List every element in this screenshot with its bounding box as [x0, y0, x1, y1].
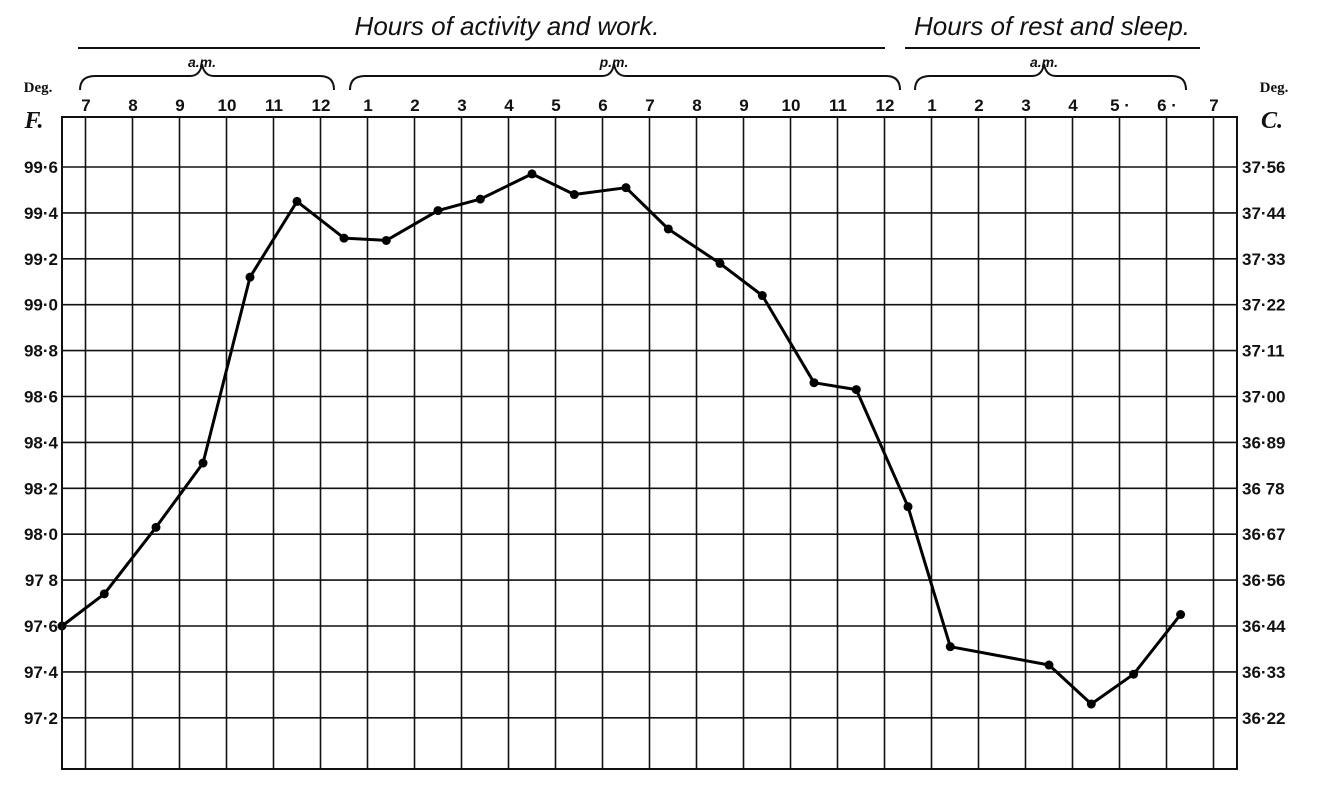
- data-point: [569, 190, 579, 200]
- y-tick-c: 37·44: [1242, 204, 1286, 223]
- y-tick-f: 97·6: [24, 617, 58, 636]
- data-point: [621, 183, 631, 193]
- brace-am-morning: [79, 63, 335, 91]
- y-tick-f: 98·2: [24, 479, 58, 498]
- series-line: [61, 172, 1182, 706]
- y-tick-f: 98·6: [24, 388, 58, 407]
- y-tick-f: 97·4: [24, 663, 59, 682]
- data-point: [757, 291, 767, 301]
- y-tick-f: 99·4: [24, 204, 59, 223]
- data-point: [1129, 669, 1139, 679]
- hour-label: 7: [81, 96, 90, 115]
- y-tick-f: 98·4: [24, 433, 59, 452]
- hour-label: 1: [927, 96, 936, 115]
- y-tick-c: 37·00: [1242, 388, 1285, 407]
- y-tick-c: 36·67: [1242, 525, 1285, 544]
- data-point: [292, 196, 302, 206]
- hour-label: 7: [645, 96, 654, 115]
- header-rest: Hours of rest and sleep.: [914, 11, 1190, 41]
- y-tick-c: 37·11: [1242, 342, 1285, 361]
- period-pm: p.m.: [599, 54, 629, 70]
- data-point: [1176, 610, 1186, 620]
- y-tick-f: 97 8: [25, 571, 58, 590]
- series: [57, 169, 1186, 709]
- hour-label: 2: [410, 96, 419, 115]
- hour-label: 5: [551, 96, 560, 115]
- y-tick-c: 37·22: [1242, 296, 1285, 315]
- y-tick-c: 36·33: [1242, 663, 1285, 682]
- hour-label: 4: [1068, 96, 1078, 115]
- hour-label: 3: [1021, 96, 1030, 115]
- hour-label: 6: [598, 96, 607, 115]
- right-deg-label: Deg.: [1260, 80, 1289, 96]
- brace-am-night: [914, 63, 1187, 91]
- hour-label: 1: [363, 96, 372, 115]
- data-point: [715, 258, 725, 268]
- hour-label: 8: [692, 96, 701, 115]
- data-point: [433, 206, 443, 216]
- hour-label: 2: [974, 96, 983, 115]
- data-point: [903, 502, 913, 512]
- right-unit-label: C.: [1261, 108, 1283, 134]
- hour-label: 7: [1209, 96, 1218, 115]
- hour-label: 8: [128, 96, 137, 115]
- hour-label: 9: [739, 96, 748, 115]
- y-ticks-celsius: 37·56 37·44 37·33 37·22 37·11 37·00 36·89 36 78…: [1242, 158, 1286, 728]
- hour-label: 9: [175, 96, 184, 115]
- y-tick-c: 36·56: [1242, 571, 1285, 590]
- hour-label: 12: [876, 96, 895, 115]
- hour-label: 6 ·: [1157, 96, 1177, 115]
- data-point: [1044, 660, 1054, 670]
- hour-label: 10: [782, 96, 801, 115]
- brace-pm: [349, 63, 901, 91]
- y-tick-f: 97·2: [24, 709, 58, 728]
- y-tick-f: 98·8: [24, 342, 58, 361]
- header-activity: Hours of activity and work.: [355, 11, 660, 41]
- data-point: [245, 272, 255, 282]
- data-point: [527, 169, 537, 179]
- data-point: [381, 235, 391, 245]
- y-tick-c: 37·33: [1242, 250, 1285, 269]
- hour-label: 11: [829, 96, 847, 115]
- data-point: [475, 194, 485, 204]
- y-tick-f: 99·6: [24, 158, 58, 177]
- data-point: [99, 589, 109, 599]
- period-am-night: a.m.: [1030, 54, 1058, 70]
- y-tick-c: 37·56: [1242, 158, 1285, 177]
- data-point: [851, 385, 861, 395]
- data-point: [663, 224, 673, 234]
- hour-label: 10: [218, 96, 237, 115]
- hour-labels: 7 8 9 10 11 12 1 2 3 4 5 6 7 8 9 10 11 12 1 2 3 4 5 · 6 · 7: [81, 96, 1218, 115]
- hour-label: 11: [265, 96, 283, 115]
- y-tick-f: 99·2: [24, 250, 58, 269]
- period-am-morning: a.m.: [188, 54, 216, 70]
- hour-label: 5 ·: [1110, 96, 1130, 115]
- data-point: [198, 458, 208, 468]
- y-tick-c: 36·89: [1242, 433, 1285, 452]
- hour-label: 3: [457, 96, 466, 115]
- y-tick-f: 99·0: [24, 296, 58, 315]
- plot-frame: [61, 116, 1238, 770]
- y-tick-c: 36 78: [1242, 479, 1285, 498]
- hour-label: 4: [504, 96, 514, 115]
- data-point: [945, 642, 955, 652]
- data-point: [809, 378, 819, 388]
- data-point: [339, 233, 349, 243]
- grid: [62, 117, 1237, 769]
- y-ticks-fahrenheit: 99·6 99·4 99·2 99·0 98·8 98·6 98·4 98·2 98·0 97 8…: [24, 158, 59, 728]
- data-point: [1086, 699, 1096, 709]
- left-unit-label: F.: [24, 108, 44, 134]
- hour-label: 12: [312, 96, 331, 115]
- y-tick-f: 98·0: [24, 525, 58, 544]
- y-tick-c: 36·22: [1242, 709, 1285, 728]
- data-point: [151, 522, 161, 532]
- y-tick-c: 36·44: [1242, 617, 1286, 636]
- left-deg-label: Deg.: [24, 80, 53, 96]
